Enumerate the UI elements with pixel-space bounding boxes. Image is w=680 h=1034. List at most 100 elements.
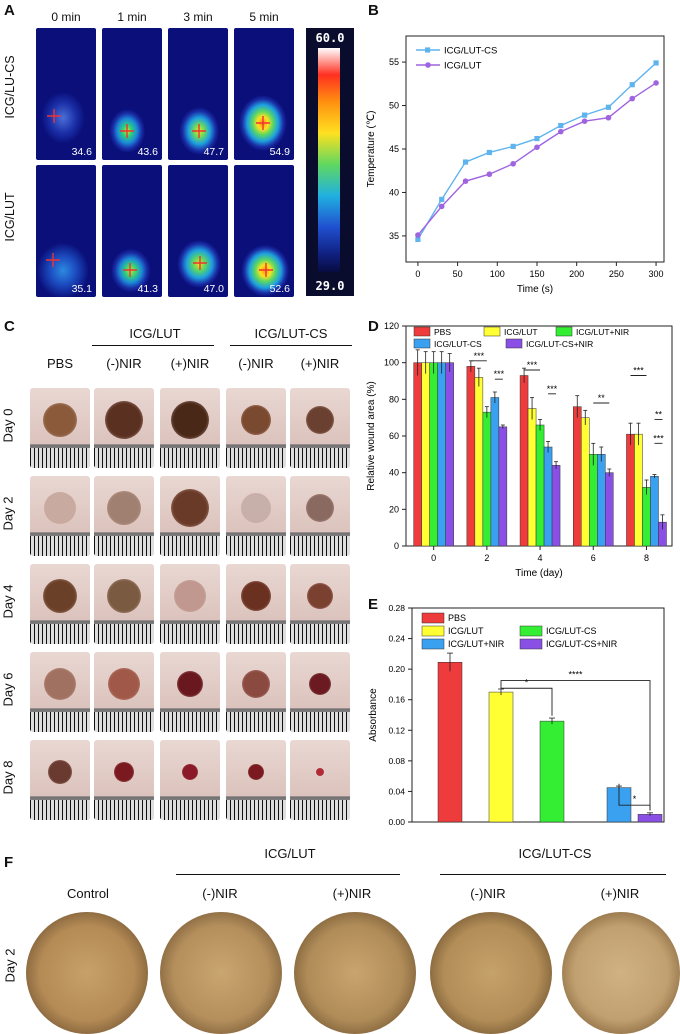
panel-label-a: A <box>4 2 15 19</box>
data-point <box>462 178 469 184</box>
significance-label: * <box>633 794 637 804</box>
wound-photo <box>94 476 154 556</box>
bar <box>597 454 606 547</box>
wound-spot <box>316 768 324 776</box>
group-label: ICG/LUT <box>264 846 316 861</box>
wound-spot <box>107 491 141 525</box>
legend-label: ICG/LUT-CS <box>444 46 497 57</box>
x-tick-label: 0 <box>415 269 420 279</box>
legend-swatch <box>519 625 543 637</box>
row-label: Day 4 <box>0 584 16 619</box>
ruler <box>160 800 220 820</box>
petri-dish <box>160 912 282 1034</box>
bar <box>535 424 545 547</box>
row-label: Day 0 <box>0 408 16 443</box>
wound-spot <box>241 493 271 523</box>
x-tick-label: 0 <box>431 553 436 563</box>
thermal-image: 47.7 <box>168 28 228 160</box>
y-axis-label: Absorbance <box>368 688 379 742</box>
bar <box>527 408 537 547</box>
x-tick-label: 250 <box>609 269 624 279</box>
row-label: Day 2 <box>0 496 16 531</box>
panel-label-c: C <box>4 318 15 335</box>
time-label: 3 min <box>183 10 213 24</box>
ruler <box>160 536 220 556</box>
x-tick-label: 300 <box>649 269 664 279</box>
significance-label: * <box>525 677 529 687</box>
scale-min-label: 29.0 <box>315 279 345 293</box>
y-axis-label: Temperature (℃) <box>366 111 377 188</box>
time-label: 0 min <box>51 10 81 24</box>
bar <box>573 406 582 547</box>
wound-photo <box>30 740 90 820</box>
ruler <box>94 448 154 468</box>
legend-swatch <box>421 612 445 624</box>
ruler <box>30 712 90 732</box>
bar <box>543 446 553 547</box>
y-tick-label: 0.12 <box>388 725 405 735</box>
legend-swatch <box>555 326 573 337</box>
significance-bracket <box>500 680 651 811</box>
data-point <box>653 80 659 86</box>
column-label: (-)NIR <box>470 886 506 901</box>
y-tick-label: 0.16 <box>388 695 405 705</box>
legend-label: ICG/LUT-CS <box>434 339 482 349</box>
bar <box>539 720 565 823</box>
wound-photo <box>226 740 286 820</box>
row-label: ICG/LUT <box>3 192 17 242</box>
legend-swatch <box>421 625 445 637</box>
ruler <box>160 448 220 468</box>
wound-spot <box>309 673 331 695</box>
thermal-image: 41.3 <box>102 165 162 297</box>
panel-label-d: D <box>368 318 379 335</box>
ruler <box>94 712 154 732</box>
x-tick-label: 50 <box>453 269 463 279</box>
ruler <box>30 448 90 468</box>
wound-spot <box>108 668 140 700</box>
data-point <box>605 114 612 121</box>
legend-marker <box>425 62 431 68</box>
temperature-readout: 54.9 <box>269 146 290 158</box>
y-tick-label: 20 <box>389 504 399 514</box>
wound-photo <box>160 388 220 468</box>
data-point <box>558 128 564 135</box>
wound-spot <box>306 406 334 434</box>
y-tick-label: 0.08 <box>388 756 405 766</box>
wound-photo <box>226 652 286 732</box>
series-line <box>417 82 657 236</box>
legend-marker <box>425 47 431 53</box>
data-point <box>510 143 516 149</box>
data-point <box>581 118 588 124</box>
wound-photo <box>94 652 154 732</box>
y-axis-label: Relative wound area (%) <box>366 381 377 491</box>
bar <box>437 662 463 823</box>
ruler <box>226 624 286 644</box>
significance-label: ** <box>655 410 663 420</box>
y-tick-label: 40 <box>389 468 399 478</box>
wound-photo <box>290 652 350 732</box>
temperature-readout: 43.6 <box>137 146 158 158</box>
legend-swatch <box>483 326 501 337</box>
wound-spot <box>241 405 271 435</box>
group-underline <box>230 345 352 347</box>
column-label: (+)NIR <box>170 356 210 371</box>
series-line <box>417 62 657 240</box>
data-point <box>438 203 445 210</box>
legend-label: ICG/LUT <box>504 327 538 337</box>
ruler <box>160 624 220 644</box>
wound-photo <box>160 740 220 820</box>
y-tick-label: 100 <box>384 358 399 368</box>
ruler <box>226 712 286 732</box>
legend-swatch <box>413 326 431 337</box>
wound-photo <box>160 564 220 644</box>
temperature-line-chart: 0 50 100 150 200 250 300 35 40 45 50 55 Time (s) Temp… <box>366 35 665 295</box>
y-tick-label: 0 <box>394 541 399 551</box>
significance-label: ** <box>598 393 606 403</box>
wound-spot <box>43 579 77 613</box>
legend-swatch <box>505 338 523 349</box>
thermal-image: 47.0 <box>168 165 228 297</box>
bar <box>429 362 438 547</box>
bar <box>488 691 514 823</box>
x-tick-label: 6 <box>591 553 596 563</box>
data-point <box>486 171 493 178</box>
